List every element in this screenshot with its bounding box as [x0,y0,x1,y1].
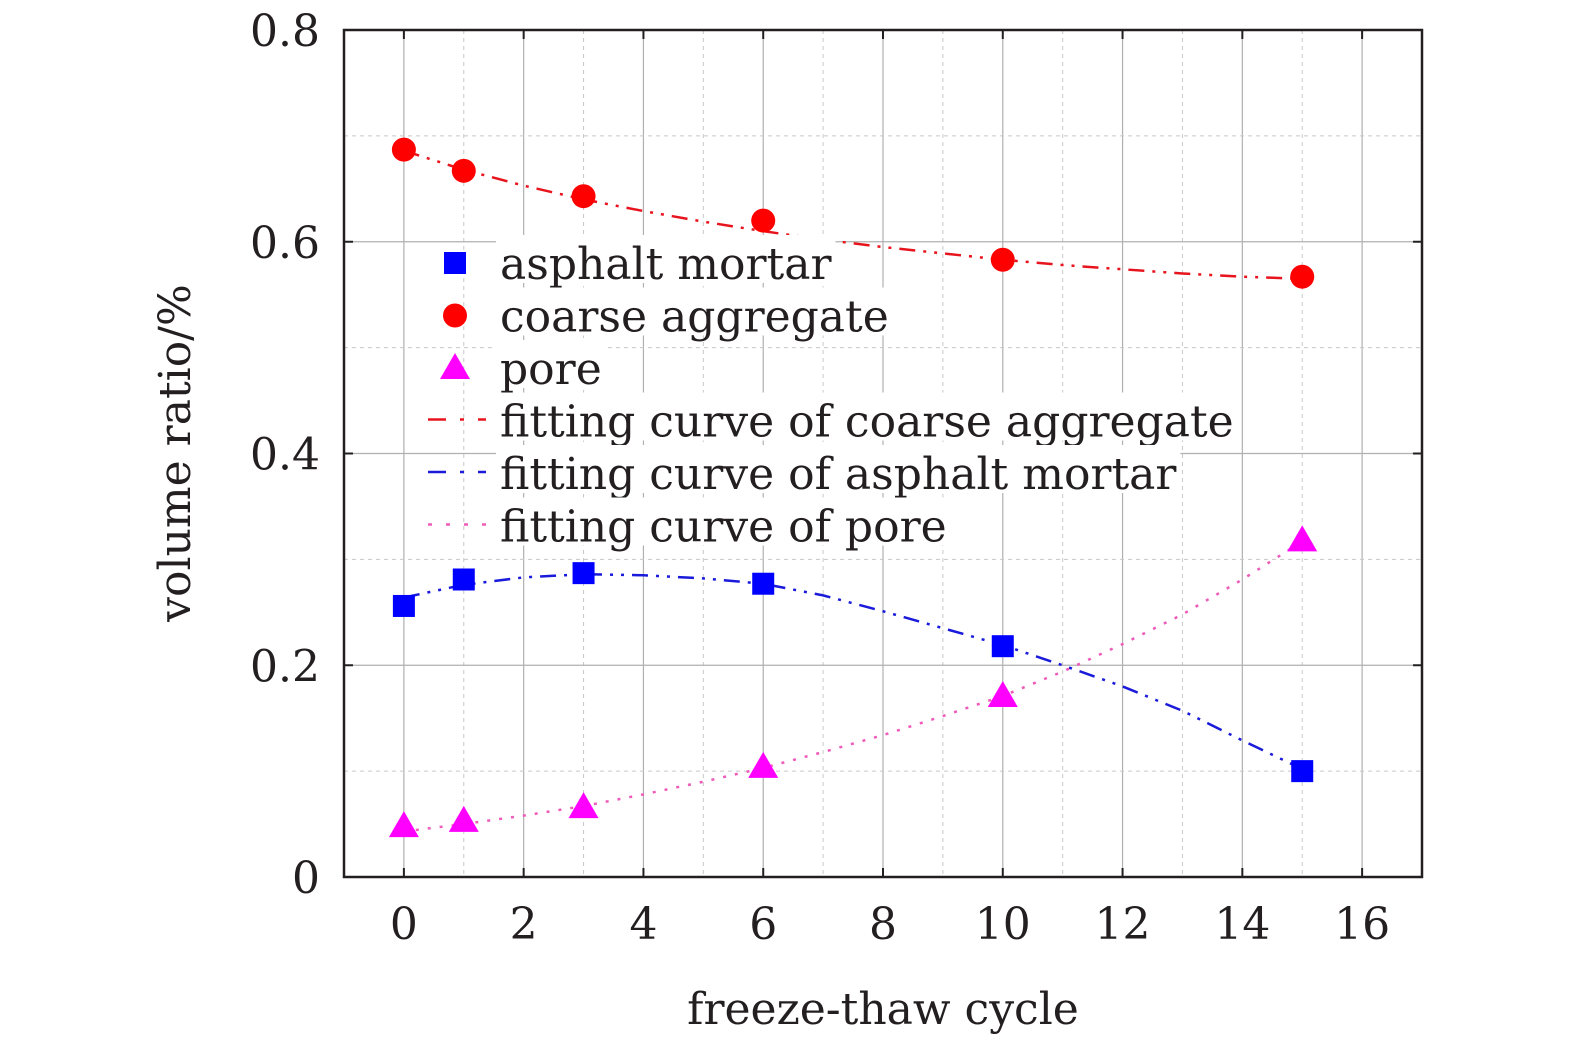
legend-item: fitting curve of asphalt mortar [428,445,1181,500]
legend-label: coarse aggregate [500,292,889,343]
fit-curves [403,149,1303,833]
legend-item-bg [496,287,893,336]
y-tick-label: 0.6 [250,218,320,269]
data-point [1291,760,1314,783]
legend-item: coarse aggregate [443,287,893,343]
fit-curve-line [403,572,1303,771]
y-tick-label: 0.8 [250,6,320,57]
legend-item-bg [496,340,606,388]
legend-marker [443,303,467,328]
data-point [392,594,415,617]
data-point [568,792,599,819]
axis-ticks: 0 2 4 6 8 10 12 14 16 0 0.2 0.4 0.6 0.8 [250,6,1422,950]
data-point [751,208,776,233]
grid [344,30,1422,877]
legend-marker [444,252,466,274]
legend-item: fitting curve of coarse aggregate [428,392,1238,448]
legend-label: asphalt mortar [500,239,832,290]
legend-label: pore [500,344,602,395]
legend-item-bg [496,445,1181,493]
legend-item: fitting curve of pore [428,497,951,553]
fit-curve-line [403,149,1303,281]
data-point [990,247,1015,272]
legend-item-bg [496,235,836,283]
data-point [991,635,1014,658]
x-tick-label: 8 [869,899,897,950]
x-tick-label: 10 [975,899,1031,950]
legend-label: fitting curve of pore [500,502,947,553]
data-point [452,568,475,591]
y-axis-title: volume ratio/% [150,284,201,623]
legend-item: pore [440,340,606,395]
x-tick-label: 2 [510,899,538,950]
legend-item-bg [496,392,1238,441]
x-tick-label: 4 [629,899,657,950]
legend-marker [440,353,470,379]
data-point [572,562,595,585]
data-point [987,680,1018,707]
fit-curve-line [403,540,1303,833]
y-tick-label: 0 [292,853,320,904]
legend-item-bg [496,497,951,546]
y-tick-label: 0.4 [250,430,320,481]
legend-label: fitting curve of coarse aggregate [500,397,1234,448]
data-point [448,805,479,832]
data-point [571,184,596,209]
data-markers [388,137,1318,838]
x-tick-label: 16 [1334,899,1390,950]
data-point [388,811,419,838]
data-point [748,751,779,778]
x-tick-label: 0 [390,899,418,950]
data-point [1290,264,1315,289]
data-point [752,572,775,595]
x-axis-title: freeze-thaw cycle [687,984,1079,1035]
data-point [451,158,476,183]
x-tick-label: 14 [1214,899,1270,950]
x-tick-label: 6 [749,899,777,950]
data-point [1287,525,1318,552]
legend-label: fitting curve of asphalt mortar [500,449,1177,500]
data-point [391,137,416,162]
y-tick-label: 0.2 [250,641,320,692]
x-tick-label: 12 [1095,899,1151,950]
legend-item: asphalt mortar [444,235,836,290]
